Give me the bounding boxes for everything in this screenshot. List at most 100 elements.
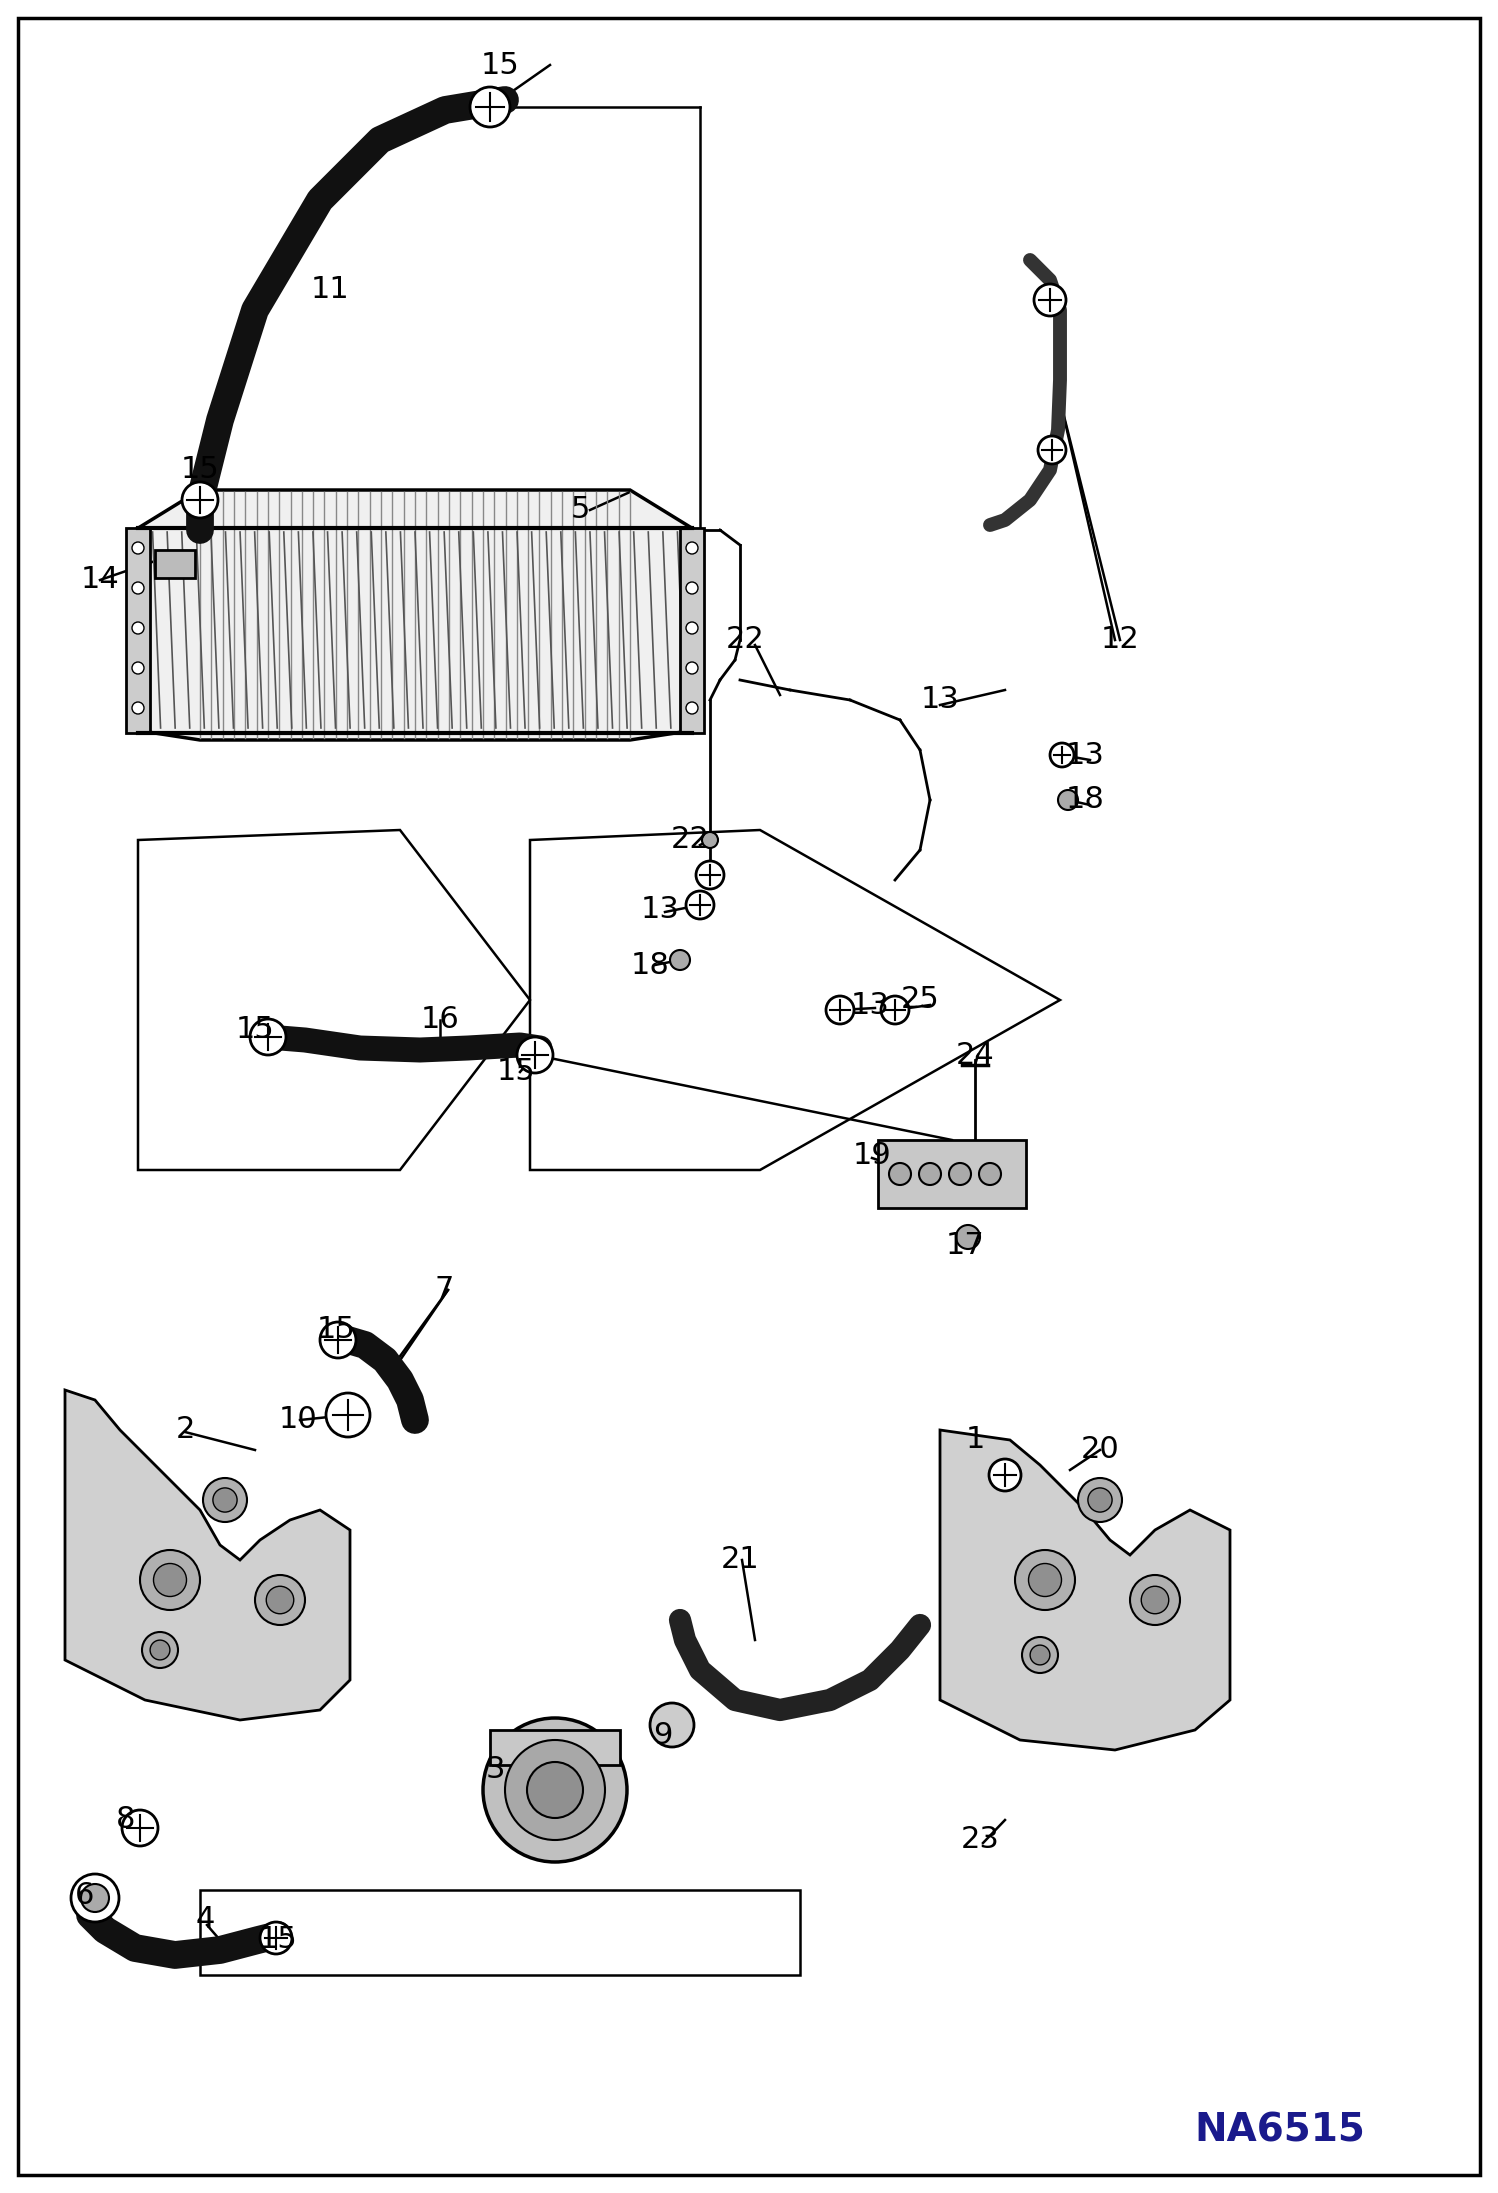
Circle shape bbox=[132, 542, 144, 555]
Text: NA6515: NA6515 bbox=[1194, 2112, 1366, 2149]
Circle shape bbox=[686, 623, 698, 634]
Circle shape bbox=[1038, 436, 1067, 465]
Circle shape bbox=[1031, 1645, 1050, 1664]
Text: 6: 6 bbox=[75, 1882, 94, 1910]
Text: 18: 18 bbox=[631, 950, 670, 980]
Bar bbox=[126, 529, 150, 732]
Polygon shape bbox=[941, 1430, 1230, 1750]
Circle shape bbox=[527, 1761, 583, 1818]
Text: 15: 15 bbox=[481, 50, 520, 79]
Circle shape bbox=[1016, 1550, 1076, 1610]
Circle shape bbox=[517, 1037, 553, 1072]
Text: 13: 13 bbox=[641, 895, 680, 925]
Circle shape bbox=[1079, 1478, 1122, 1522]
Bar bbox=[490, 1730, 620, 1765]
Circle shape bbox=[470, 88, 509, 127]
Circle shape bbox=[1141, 1586, 1168, 1614]
Circle shape bbox=[250, 1020, 286, 1055]
Circle shape bbox=[888, 1162, 911, 1184]
Circle shape bbox=[686, 702, 698, 715]
Polygon shape bbox=[135, 489, 695, 739]
Text: 24: 24 bbox=[956, 1039, 995, 1070]
Circle shape bbox=[697, 862, 724, 888]
Circle shape bbox=[70, 1875, 118, 1921]
Circle shape bbox=[132, 662, 144, 673]
Text: 21: 21 bbox=[721, 1546, 759, 1575]
Circle shape bbox=[150, 1640, 169, 1660]
Circle shape bbox=[825, 996, 854, 1024]
Text: 15: 15 bbox=[259, 1925, 298, 1954]
Circle shape bbox=[142, 1632, 178, 1669]
Text: 5: 5 bbox=[571, 496, 590, 524]
Circle shape bbox=[950, 1162, 971, 1184]
Text: 22: 22 bbox=[671, 825, 710, 855]
Circle shape bbox=[703, 831, 718, 849]
Text: 23: 23 bbox=[960, 1825, 999, 1855]
Text: 17: 17 bbox=[945, 1230, 984, 1259]
Circle shape bbox=[686, 542, 698, 555]
Circle shape bbox=[1029, 1564, 1062, 1597]
Circle shape bbox=[261, 1921, 292, 1954]
Text: 18: 18 bbox=[1065, 785, 1104, 814]
Circle shape bbox=[482, 1717, 628, 1862]
Text: 22: 22 bbox=[725, 625, 764, 654]
Circle shape bbox=[686, 581, 698, 594]
Text: 20: 20 bbox=[1080, 1436, 1119, 1465]
Text: 1: 1 bbox=[965, 1425, 984, 1454]
Bar bbox=[878, 1140, 1026, 1208]
Circle shape bbox=[327, 1393, 370, 1436]
Text: 15: 15 bbox=[181, 456, 219, 485]
Circle shape bbox=[686, 662, 698, 673]
Circle shape bbox=[153, 1564, 186, 1597]
Circle shape bbox=[1129, 1575, 1180, 1625]
Text: 15: 15 bbox=[497, 1057, 535, 1086]
Text: 7: 7 bbox=[434, 1276, 454, 1305]
Circle shape bbox=[1034, 285, 1067, 316]
Circle shape bbox=[650, 1704, 694, 1748]
Circle shape bbox=[670, 950, 691, 969]
Circle shape bbox=[255, 1575, 306, 1625]
Circle shape bbox=[918, 1162, 941, 1184]
Circle shape bbox=[321, 1322, 357, 1357]
Circle shape bbox=[1058, 789, 1079, 809]
Text: 3: 3 bbox=[485, 1757, 505, 1785]
Text: 15: 15 bbox=[316, 1316, 355, 1344]
Text: 25: 25 bbox=[900, 985, 939, 1015]
Text: 10: 10 bbox=[279, 1406, 318, 1434]
Circle shape bbox=[81, 1884, 109, 1912]
Circle shape bbox=[980, 1162, 1001, 1184]
Bar bbox=[680, 529, 704, 732]
Text: 19: 19 bbox=[852, 1140, 891, 1169]
Text: 13: 13 bbox=[921, 686, 959, 715]
Text: 16: 16 bbox=[421, 1007, 460, 1035]
Text: 4: 4 bbox=[195, 1906, 214, 1934]
Circle shape bbox=[132, 702, 144, 715]
Bar bbox=[154, 550, 195, 579]
Circle shape bbox=[121, 1809, 157, 1847]
Polygon shape bbox=[64, 1390, 351, 1719]
Text: 14: 14 bbox=[81, 566, 120, 594]
Circle shape bbox=[989, 1458, 1022, 1491]
Circle shape bbox=[686, 890, 715, 919]
Circle shape bbox=[204, 1478, 247, 1522]
Circle shape bbox=[139, 1550, 201, 1610]
Text: 8: 8 bbox=[117, 1805, 136, 1836]
Circle shape bbox=[1050, 743, 1074, 768]
Bar bbox=[201, 1890, 800, 1976]
Text: 13: 13 bbox=[851, 991, 890, 1020]
Circle shape bbox=[213, 1487, 237, 1513]
Circle shape bbox=[181, 482, 219, 518]
Text: 11: 11 bbox=[310, 276, 349, 305]
Text: 15: 15 bbox=[235, 1015, 274, 1044]
Circle shape bbox=[505, 1739, 605, 1840]
Circle shape bbox=[132, 581, 144, 594]
Circle shape bbox=[1022, 1636, 1058, 1673]
Text: 13: 13 bbox=[1065, 741, 1104, 770]
Text: 2: 2 bbox=[175, 1414, 195, 1445]
Circle shape bbox=[1088, 1487, 1112, 1513]
Circle shape bbox=[267, 1586, 294, 1614]
Text: 9: 9 bbox=[653, 1722, 673, 1750]
Circle shape bbox=[132, 623, 144, 634]
Text: 12: 12 bbox=[1101, 625, 1140, 654]
Circle shape bbox=[881, 996, 909, 1024]
